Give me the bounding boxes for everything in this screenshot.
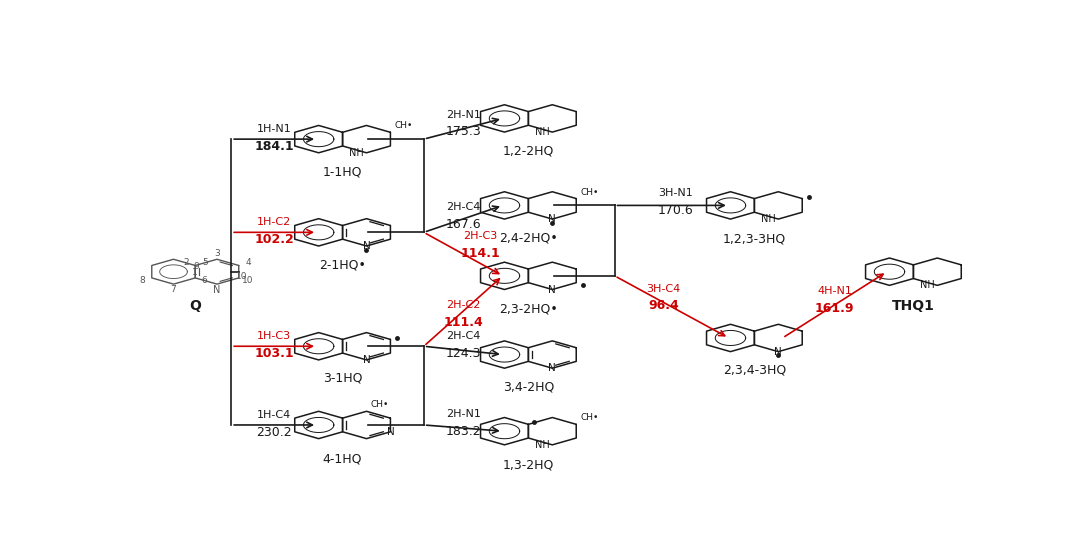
Text: 10: 10	[242, 276, 254, 285]
Text: 103.1: 103.1	[254, 347, 294, 360]
Text: 184.1: 184.1	[254, 140, 294, 153]
Text: N: N	[214, 285, 220, 294]
Text: 96.4: 96.4	[648, 300, 678, 313]
Text: 5: 5	[202, 258, 207, 267]
Text: 2,3,4-3HQ: 2,3,4-3HQ	[723, 364, 786, 377]
Text: 3H-C4: 3H-C4	[646, 284, 680, 294]
Text: NH: NH	[349, 148, 364, 158]
Text: N: N	[387, 427, 394, 437]
Text: 102.2: 102.2	[254, 233, 294, 246]
Text: 2H-C4: 2H-C4	[446, 202, 481, 212]
Text: 161.9: 161.9	[815, 301, 854, 315]
Text: 2H-N1: 2H-N1	[446, 110, 481, 119]
Text: 111.4: 111.4	[444, 316, 483, 329]
Text: 2H-N1: 2H-N1	[446, 409, 481, 419]
Text: NH: NH	[535, 440, 550, 450]
Text: NH: NH	[920, 280, 935, 291]
Text: 2: 2	[183, 258, 189, 267]
Text: 2H-C4: 2H-C4	[446, 331, 481, 341]
Text: CH•: CH•	[370, 400, 389, 409]
Text: 9: 9	[193, 262, 199, 271]
Text: 1,3-2HQ: 1,3-2HQ	[502, 458, 554, 471]
Text: CH•: CH•	[580, 413, 598, 422]
Text: 10: 10	[237, 272, 247, 281]
Text: N: N	[363, 241, 370, 251]
Text: NH: NH	[761, 214, 775, 224]
Text: N: N	[549, 214, 556, 224]
Text: 175.3: 175.3	[445, 125, 482, 138]
Text: 2H-C2: 2H-C2	[446, 300, 481, 310]
Text: NH: NH	[535, 127, 550, 137]
Text: 183.2: 183.2	[445, 425, 481, 438]
Text: 1H-C2: 1H-C2	[257, 217, 292, 228]
Text: 4H-N1: 4H-N1	[818, 286, 852, 296]
Text: N: N	[774, 346, 782, 357]
Text: 1,2,3-3HQ: 1,2,3-3HQ	[723, 232, 786, 245]
Text: 7: 7	[171, 285, 176, 294]
Text: 170.6: 170.6	[658, 204, 693, 217]
Text: Q: Q	[189, 299, 201, 313]
Text: CH•: CH•	[394, 121, 413, 130]
Text: N: N	[549, 363, 556, 373]
Text: 2-1HQ•: 2-1HQ•	[319, 258, 366, 272]
Text: 2H-C3: 2H-C3	[463, 231, 497, 241]
Text: 8: 8	[139, 276, 145, 285]
Text: 124.3: 124.3	[446, 347, 481, 360]
Text: CH•: CH•	[580, 188, 598, 196]
Text: 1,2-2HQ: 1,2-2HQ	[502, 145, 554, 158]
Text: 230.2: 230.2	[256, 426, 292, 439]
Text: THQ1: THQ1	[892, 299, 935, 313]
Text: 3H-N1: 3H-N1	[659, 188, 693, 199]
Text: 1H-C3: 1H-C3	[257, 331, 292, 341]
Text: N: N	[363, 355, 370, 365]
Text: 4: 4	[245, 258, 251, 267]
Text: 1H-C4: 1H-C4	[257, 410, 292, 420]
Text: 114.1: 114.1	[460, 246, 500, 260]
Text: 2,4-2HQ•: 2,4-2HQ•	[499, 232, 557, 245]
Text: 4-1HQ: 4-1HQ	[323, 452, 362, 466]
Text: 6: 6	[202, 276, 207, 285]
Text: 167.6: 167.6	[445, 218, 481, 231]
Text: 3: 3	[214, 250, 220, 258]
Text: 1H-N1: 1H-N1	[257, 124, 292, 134]
Text: N: N	[549, 285, 556, 294]
Text: 1: 1	[192, 268, 198, 278]
Text: 2,3-2HQ•: 2,3-2HQ•	[499, 302, 557, 315]
Text: 3,4-2HQ: 3,4-2HQ	[502, 380, 554, 393]
Text: 3-1HQ: 3-1HQ	[323, 372, 362, 385]
Text: 1-1HQ: 1-1HQ	[323, 166, 362, 179]
